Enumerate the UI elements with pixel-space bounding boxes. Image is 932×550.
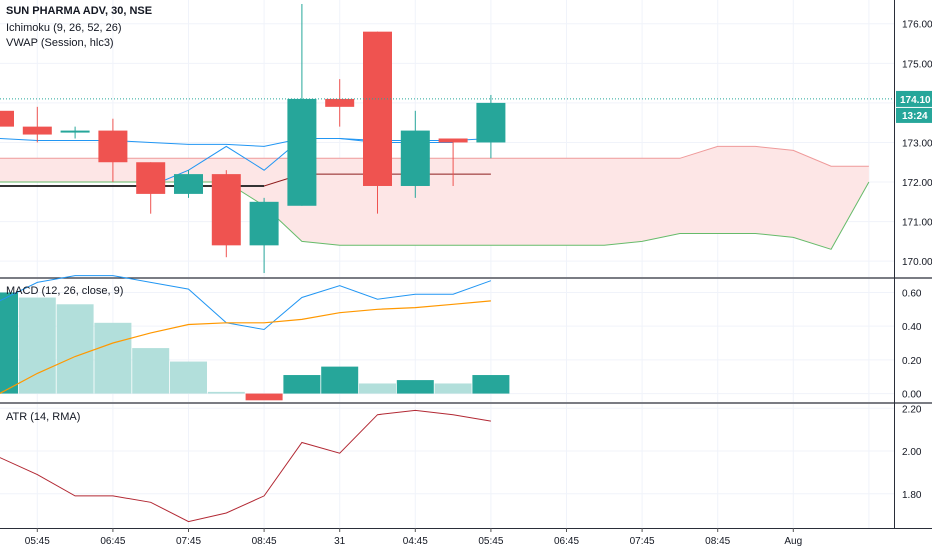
macd-axis-label: 0.60 — [902, 288, 922, 299]
candle-body — [98, 130, 128, 163]
atr-axis-label: 1.80 — [902, 490, 922, 501]
candle-body — [476, 102, 506, 143]
macd-histogram-bar — [94, 322, 132, 394]
macd-histogram-bar — [321, 366, 359, 394]
candle[interactable] — [363, 31, 392, 214]
macd-histogram-bar — [18, 297, 56, 394]
atr-axis-label: 2.00 — [902, 447, 922, 458]
last-price-tag — [896, 90, 932, 107]
macd-histogram-bar — [245, 393, 283, 401]
time-axis-label: 08:45 — [705, 536, 730, 547]
macd-histogram-bar — [359, 383, 396, 394]
price-axis-label: 171.00 — [902, 218, 932, 229]
macd-legend[interactable]: MACD (12, 26, close, 9) — [6, 285, 124, 297]
atr-legend[interactable]: ATR (14, RMA) — [6, 411, 81, 423]
atr-axis-label: 2.20 — [902, 404, 922, 415]
candle[interactable] — [0, 103, 14, 127]
macd-axis-label: 0.20 — [902, 356, 922, 367]
price-axis-label: 173.00 — [902, 138, 932, 149]
macd-axis-label: 0.40 — [902, 322, 922, 333]
macd-histogram-bar — [170, 361, 207, 394]
candle-body — [0, 110, 14, 127]
candle[interactable] — [249, 197, 279, 274]
candle-body — [325, 98, 355, 107]
candle[interactable] — [98, 118, 128, 183]
ichimoku-cloud — [0, 146, 869, 250]
time-axis-label: 31 — [334, 536, 346, 547]
candle-body — [174, 174, 203, 194]
candle-body — [287, 98, 317, 206]
candle-body — [363, 31, 392, 186]
macd-histogram-bar — [56, 304, 94, 394]
vwap-legend[interactable]: VWAP (Session, hlc3) — [6, 37, 114, 49]
atr-line — [0, 409, 491, 523]
time-axis-label: 06:45 — [554, 536, 579, 547]
macd-histogram-bar — [283, 375, 321, 394]
candle[interactable] — [400, 110, 430, 198]
price-axis-label: 175.00 — [902, 59, 932, 70]
time-axis-label: 05:45 — [25, 536, 50, 547]
candle[interactable] — [136, 162, 166, 214]
last-price-label: 174.10 — [900, 95, 931, 106]
price-axis-label: 170.00 — [902, 257, 932, 268]
time-axis-label: 06:45 — [100, 536, 125, 547]
candle[interactable] — [60, 126, 90, 139]
macd-signal-line — [0, 300, 491, 395]
macd-histogram-bar — [132, 348, 170, 394]
ichimoku-legend[interactable]: Ichimoku (9, 26, 52, 26) — [6, 22, 122, 34]
candle[interactable] — [325, 79, 355, 127]
time-axis-label: 05:45 — [478, 536, 503, 547]
macd-line — [0, 275, 492, 331]
time-axis-label: 04:45 — [403, 536, 428, 547]
candle-body — [249, 201, 279, 246]
candle-body — [211, 174, 241, 246]
macd-histogram-bar — [396, 380, 434, 394]
candle-body — [22, 126, 52, 135]
candle[interactable] — [22, 106, 52, 143]
countdown-tag — [896, 107, 932, 123]
price-axis-label: 176.00 — [902, 20, 932, 31]
candle-body — [60, 130, 90, 133]
candle[interactable] — [287, 3, 317, 206]
countdown-label: 13:24 — [902, 111, 928, 122]
candle-body — [400, 130, 430, 186]
macd-histogram-bar — [472, 375, 510, 394]
candle[interactable] — [174, 170, 203, 198]
symbol-title[interactable]: SUN PHARMA ADV, 30, NSE — [6, 5, 153, 17]
price-axis-label: 172.00 — [902, 178, 932, 189]
candle-body — [438, 138, 468, 143]
candle-body — [136, 162, 166, 194]
time-axis-label: 07:45 — [176, 536, 201, 547]
macd-histogram-bar — [207, 391, 245, 394]
macd-histogram-bar — [0, 292, 18, 394]
ichimoku-span-a — [0, 145, 869, 167]
candle[interactable] — [476, 94, 506, 159]
time-axis-label: 08:45 — [252, 536, 277, 547]
candle[interactable] — [438, 138, 468, 186]
macd-axis-label: 0.00 — [902, 390, 922, 401]
candle[interactable] — [211, 170, 241, 258]
time-axis-label: 07:45 — [630, 536, 655, 547]
macd-histogram-bar — [434, 383, 472, 394]
time-axis-label: Aug — [784, 536, 802, 547]
